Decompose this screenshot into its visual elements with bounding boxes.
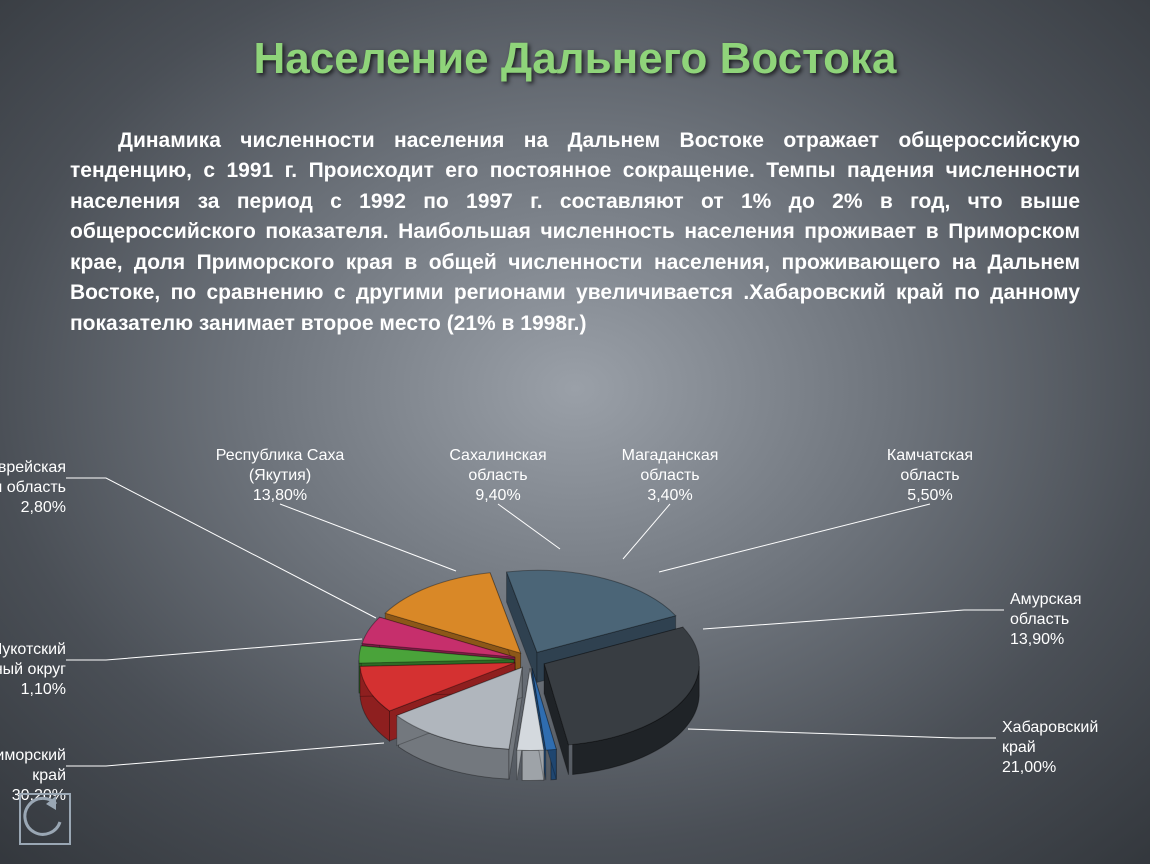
back-icon[interactable] [18, 792, 72, 846]
pie-label: Хабаровскийкрай21,00% [1002, 718, 1098, 778]
pie-label: Камчатскаяобласть5,50% [887, 446, 973, 506]
pie-label: Чукотскийавтономный округ1,10% [0, 640, 66, 700]
body-paragraph: Динамика численности населения на Дальне… [70, 126, 1080, 339]
pie-label: Магаданскаяобласть3,40% [622, 446, 719, 506]
pie-label: Еврейскаяавтономная область2,80% [0, 458, 66, 518]
population-pie-chart: Сахалинскаяобласть9,40% Магаданскаяобласт… [0, 440, 1150, 860]
pie-label: Республика Саха(Якутия)13,80% [216, 446, 344, 506]
pie-label: Сахалинскаяобласть9,40% [449, 446, 546, 506]
pie-label: Амурскаяобласть13,90% [1010, 590, 1081, 650]
page-title: Население Дальнего Востока [0, 34, 1150, 84]
pie-svg [250, 520, 810, 860]
